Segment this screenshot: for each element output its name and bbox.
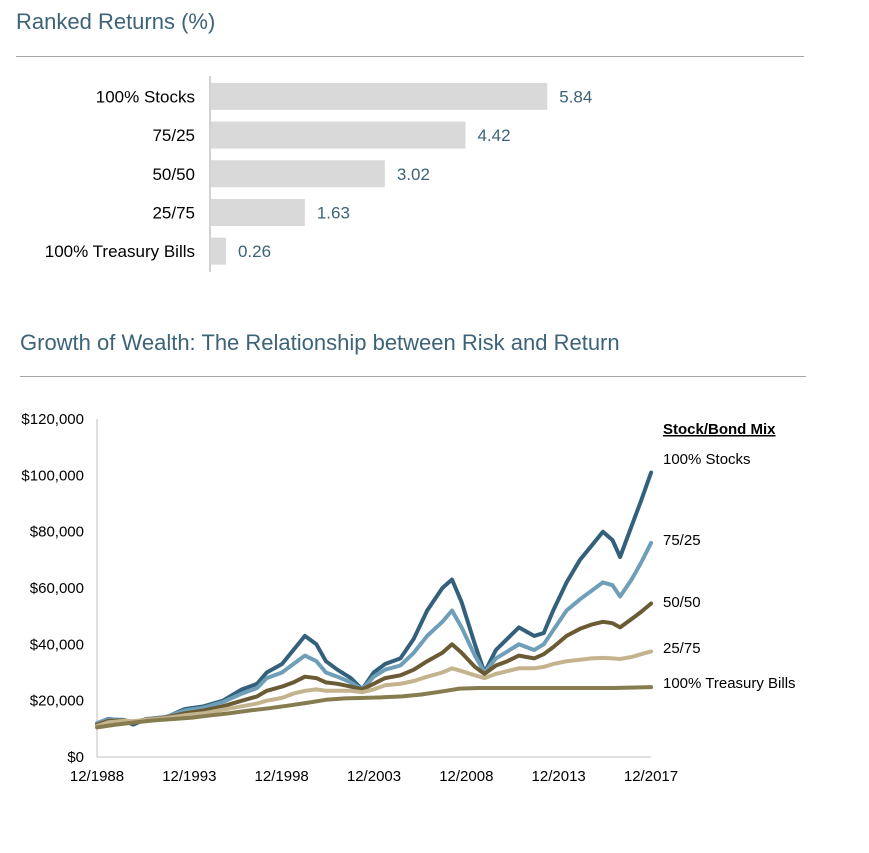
series-label: 75/25 [663,532,701,549]
legend-title: Stock/Bond Mix [663,421,776,438]
ranked-returns-title: Ranked Returns (%) [16,9,216,34]
bar-value-label: 4.42 [477,126,510,145]
x-tick-label: 12/2013 [532,768,586,785]
y-tick-label: $80,000 [30,524,84,541]
x-tick-label: 12/1988 [70,768,124,785]
x-tick-label: 12/2017 [624,768,678,785]
bar [211,121,466,149]
bar [211,160,385,188]
series-label: 50/50 [663,594,701,611]
bar [211,237,226,265]
series-line [95,685,654,730]
bar-value-label: 5.84 [559,87,592,106]
y-tick-label: $40,000 [30,636,84,653]
growth-of-wealth-divider [20,376,806,377]
x-tick-label: 12/2003 [347,768,401,785]
y-tick-label: $20,000 [30,693,84,710]
bar-value-label: 3.02 [397,165,430,184]
x-tick-label: 12/1993 [162,768,216,785]
bar-category-label: 75/25 [152,126,195,145]
y-tick-label: $0 [67,749,84,766]
y-tick-label: $100,000 [21,467,84,484]
bar-value-label: 1.63 [317,203,350,222]
bar [211,198,305,226]
series-line [95,540,654,726]
bar-category-label: 100% Treasury Bills [45,242,195,261]
series-label: 25/75 [663,640,701,657]
ranked-returns-divider [16,56,804,57]
bar-category-label: 100% Stocks [96,87,195,106]
x-tick-label: 12/1998 [255,768,309,785]
bar [211,82,548,110]
bar-value-label: 0.26 [238,242,271,261]
series-line [95,649,654,728]
series-line [95,601,654,727]
growth-of-wealth-title: Growth of Wealth: The Relationship betwe… [20,330,620,355]
bar-category-label: 50/50 [152,165,195,184]
series-label: 100% Stocks [663,451,751,468]
ranked-returns-bar-chart: 100% Stocks 5.84 75/25 4.42 50/50 3.02 25/75 1.… [45,76,592,272]
bar-category-label: 25/75 [152,203,195,222]
x-tick-label: 12/2008 [439,768,493,785]
y-tick-label: $60,000 [30,580,84,597]
y-tick-label: $120,000 [21,411,84,428]
series-label: 100% Treasury Bills [663,675,796,692]
